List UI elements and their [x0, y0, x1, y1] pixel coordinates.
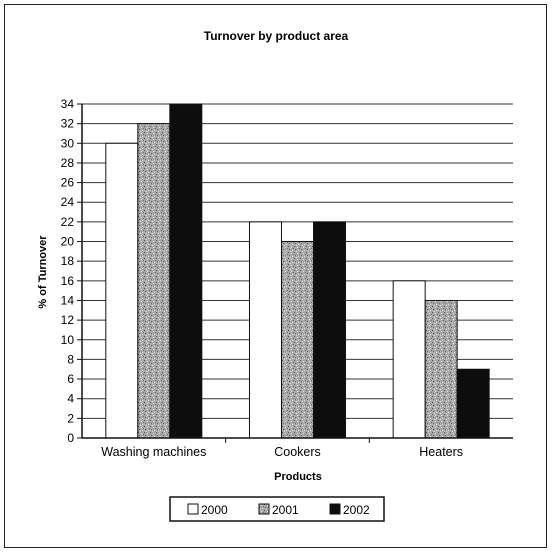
legend-items: 2000 2001 2002 [187, 503, 370, 517]
legend-label-2000: 2000 [201, 503, 228, 517]
y-tick-label: 6 [67, 372, 74, 386]
legend-swatch-2000 [187, 503, 199, 515]
y-tick-label: 14 [61, 293, 75, 307]
bar-2000-washing-machines [105, 142, 139, 439]
legend-box [169, 496, 385, 522]
y-tick-label: 22 [61, 215, 75, 229]
bars [105, 103, 490, 439]
bar-2001-washing-machines [137, 123, 171, 439]
bar-2000-heaters [392, 280, 426, 439]
legend-label-2002: 2002 [343, 503, 370, 517]
y-tick-label: 4 [67, 392, 74, 406]
y-tick-label: 0 [67, 431, 74, 445]
axes [81, 104, 513, 443]
bar-2002-cookers [313, 221, 346, 439]
category-labels: Washing machines Cookers Heaters [101, 445, 463, 459]
y-tick-label: 2 [67, 411, 74, 425]
x-category-label: Cookers [274, 445, 321, 459]
legend-label-2001: 2001 [272, 503, 299, 517]
bar-2002-heaters [456, 368, 490, 439]
y-tick-label: 8 [67, 352, 74, 366]
y-tick-label: 30 [61, 136, 75, 150]
x-category-label: Washing machines [101, 445, 206, 459]
y-tick-label: 32 [61, 117, 75, 131]
bar-2001-cookers [281, 241, 314, 439]
legend-swatch-2001 [258, 503, 270, 515]
y-axis-label: % of Turnover [37, 235, 49, 309]
y-tick-label: 28 [61, 156, 75, 170]
y-tick-label: 10 [61, 333, 75, 347]
y-tick-label: 26 [61, 176, 75, 190]
legend: 2000 2001 2002 [169, 496, 385, 522]
y-tick-label: 20 [61, 235, 75, 249]
chart-title: Turnover by product area [204, 29, 349, 43]
y-tick-label: 34 [61, 97, 75, 111]
y-tick-label: 16 [61, 274, 75, 288]
bar-2000-cookers [249, 221, 282, 439]
bar-2001-heaters [424, 299, 458, 439]
x-category-label: Heaters [419, 445, 463, 459]
legend-swatch-2002 [329, 503, 341, 515]
x-axis-label: Products [274, 471, 322, 483]
y-tick-label: 12 [61, 313, 75, 327]
y-tick-label: 24 [61, 195, 75, 209]
bar-2002-washing-machines [169, 103, 203, 439]
y-tick-label: 18 [61, 254, 75, 268]
